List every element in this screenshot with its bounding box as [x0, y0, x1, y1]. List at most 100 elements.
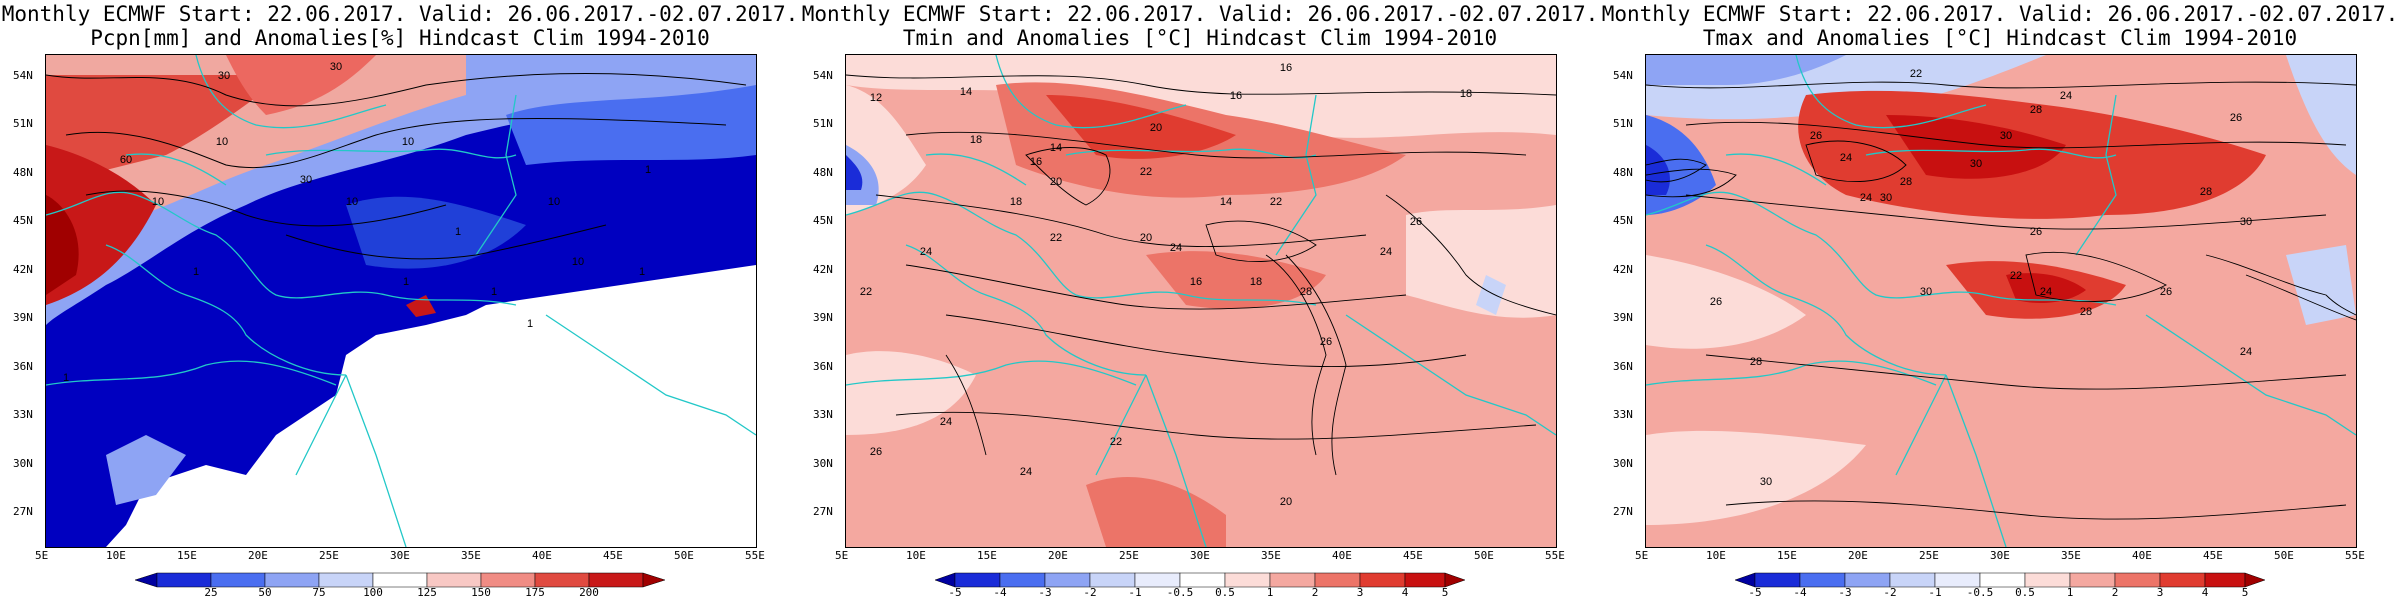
lon-tick-label: 50E: [2274, 549, 2294, 562]
contour-label: 1: [403, 276, 409, 288]
contour-label: 14: [1220, 196, 1232, 208]
contour-label: 24: [1840, 152, 1852, 164]
lon-tick-label: 15E: [977, 549, 997, 562]
lat-tick-label: 33N: [13, 408, 33, 422]
panel-title-line2: Pcpn[mm] and Anomalies[%] Hindcast Clim …: [90, 26, 710, 50]
contour-label: 24: [920, 246, 932, 258]
contour-label: 10: [152, 196, 164, 208]
lat-tick-label: 54N: [13, 69, 33, 82]
contour-label: 26: [870, 446, 882, 458]
colorbar-label: -2: [1083, 586, 1097, 599]
panel-title-line2: Tmin and Anomalies [°C] Hindcast Clim 19…: [902, 26, 1498, 50]
colorbar-label: 1: [2066, 586, 2074, 599]
colorbar-label: -0.5: [1966, 586, 1994, 599]
colorbar: [934, 572, 1466, 588]
colorbar-label: -1: [1128, 586, 1142, 599]
colorbar-label: 50: [258, 586, 272, 599]
lat-tick-label: 54N: [1613, 69, 1633, 82]
colorbar-label: 1: [1266, 586, 1274, 599]
lat-tick-label: 48N: [1613, 165, 1633, 179]
contour-label: 30: [1920, 286, 1932, 298]
colorbar-label: 125: [417, 586, 437, 599]
contour-label: 1: [491, 286, 497, 298]
contour-label: 30: [218, 70, 230, 82]
lon-tick-label: 20E: [1048, 549, 1068, 562]
colorbar-label: 75: [312, 586, 326, 599]
contour-label: 20: [1280, 496, 1292, 508]
contour-label: 30: [2000, 130, 2012, 142]
lon-tick-label: 20E: [248, 549, 268, 562]
lon-tick-label: 40E: [532, 549, 552, 562]
colorbar-label: -4: [1793, 586, 1807, 599]
lat-tick-label: 39N: [13, 311, 33, 325]
lat-tick-label: 39N: [813, 311, 833, 325]
colorbar-label: -5: [1748, 586, 1762, 599]
lon-tick-label: 45E: [603, 549, 623, 562]
colorbar-label: 0.5: [2015, 586, 2035, 599]
map-tmin: 16 14 12 18 16 20 14 16 18 22 20 18 24 2…: [845, 54, 1557, 548]
lon-tick-label: 30E: [1190, 549, 1210, 562]
lon-tick-label: 25E: [1919, 549, 1939, 562]
colorbar-label: 25: [204, 586, 218, 599]
lat-tick-label: 51N: [13, 117, 33, 131]
panel-title-line1: Monthly ECMWF Start: 22.06.2017. Valid: …: [1, 2, 799, 26]
lat-tick-label: 39N: [1613, 311, 1633, 325]
colorbar-label: 175: [525, 586, 545, 599]
colorbar-label: 2: [1311, 586, 1319, 599]
lat-tick-label: 45N: [1613, 214, 1633, 228]
lon-tick-label: 40E: [2132, 549, 2152, 562]
contour-label: 18: [1250, 276, 1262, 288]
lon-tick-label: 30E: [390, 549, 410, 562]
contour-label: 26: [1410, 216, 1422, 228]
contour-label: 24: [1860, 192, 1872, 204]
lon-tick-label: 35E: [2061, 549, 2081, 562]
lat-tick-label: 42N: [13, 262, 33, 276]
colorbar-swatches: [934, 572, 1466, 588]
colorbar-label: 0.5: [1215, 586, 1235, 599]
contour-label: 16: [1190, 276, 1202, 288]
lon-tick-label: 20E: [1848, 549, 1868, 562]
lat-tick-label: 45N: [813, 214, 833, 228]
lat-tick-label: 30N: [13, 456, 33, 470]
lat-tick-label: 27N: [813, 505, 833, 518]
contour-label: 18: [1010, 196, 1022, 208]
colorbar-label: 5: [2241, 586, 2249, 599]
contour-label: 30: [2240, 216, 2252, 228]
lat-tick-label: 48N: [813, 165, 833, 179]
precip-field: 30 10 30 10 60 10 30 10 10 1 1 1 1 1 1 1…: [46, 55, 756, 547]
contour-label: 30: [1760, 476, 1772, 488]
colorbar-label: -1: [1928, 586, 1942, 599]
colorbar-label: 3: [2156, 586, 2164, 599]
contour-label: 24: [2240, 346, 2252, 358]
lon-tick-label: 15E: [177, 549, 197, 562]
lon-tick-label: 10E: [906, 549, 926, 562]
contour-label: 12: [870, 92, 882, 104]
colorbar-swatches: [134, 572, 666, 588]
contour-label: 14: [1050, 142, 1062, 154]
contour-label: 60: [120, 154, 132, 166]
contour-label: 28: [2080, 306, 2092, 318]
lon-tick-label: 40E: [1332, 549, 1352, 562]
colorbar-label: -4: [993, 586, 1007, 599]
lat-tick-label: 36N: [813, 359, 833, 373]
lon-tick-label: 45E: [1403, 549, 1423, 562]
lat-tick-label: 30N: [1613, 456, 1633, 470]
contour-label: 28: [2030, 104, 2042, 116]
map-tmax: 22 24 26 28 30 26 24 30 28 30 24 26 28 3…: [1645, 54, 2357, 548]
contour-label: 1: [639, 266, 645, 278]
lon-tick-label: 55E: [2345, 549, 2365, 562]
panel-title-line1: Monthly ECMWF Start: 22.06.2017. Valid: …: [801, 2, 1599, 26]
lon-tick-label: 5E: [835, 549, 849, 562]
contour-label: 30: [300, 174, 312, 186]
contour-label: 22: [1910, 68, 1922, 80]
lon-tick-label: 10E: [1706, 549, 1726, 562]
contour-label: 24: [2060, 90, 2072, 102]
lon-tick-label: 5E: [1635, 549, 1649, 562]
contour-label: 28: [2200, 186, 2212, 198]
lon-tick-label: 55E: [745, 549, 765, 562]
lat-tick-label: 45N: [13, 214, 33, 228]
lat-tick-label: 33N: [813, 408, 833, 422]
contour-label: 26: [1320, 336, 1332, 348]
lat-tick-label: 33N: [1613, 408, 1633, 422]
contour-label: 1: [193, 266, 199, 278]
